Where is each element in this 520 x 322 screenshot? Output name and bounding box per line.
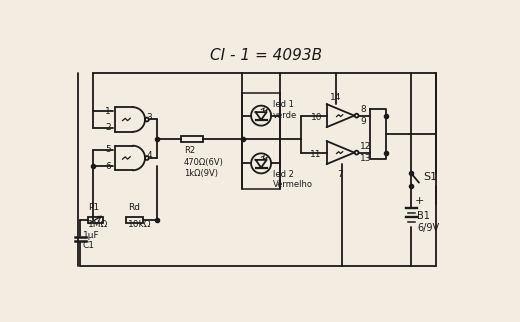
Text: 7: 7 <box>337 170 343 178</box>
Text: 10kΩ: 10kΩ <box>128 220 151 229</box>
Text: led 2
Vermelho: led 2 Vermelho <box>272 170 313 189</box>
Text: 1: 1 <box>105 107 111 116</box>
Text: 11: 11 <box>310 150 321 159</box>
Text: 4: 4 <box>147 151 152 160</box>
Text: 9: 9 <box>360 117 366 126</box>
Bar <box>126 216 142 223</box>
Text: 8: 8 <box>360 105 366 114</box>
Text: S1: S1 <box>423 172 437 182</box>
Text: R2
470Ω(6V)
1kΩ(9V): R2 470Ω(6V) 1kΩ(9V) <box>184 147 224 178</box>
Text: +: + <box>415 196 424 206</box>
Text: Rd: Rd <box>128 204 140 212</box>
Text: 6: 6 <box>105 162 111 171</box>
Text: 14: 14 <box>330 93 342 102</box>
Text: 10: 10 <box>311 113 323 122</box>
Text: P1: P1 <box>88 204 99 212</box>
Text: CI - 1 = 4093B: CI - 1 = 4093B <box>211 48 322 63</box>
Text: B1
6/9V: B1 6/9V <box>418 211 439 233</box>
Text: 13: 13 <box>360 154 372 163</box>
Text: led 1
verde: led 1 verde <box>272 100 297 120</box>
Text: 2: 2 <box>106 123 111 132</box>
Text: 3: 3 <box>147 113 152 122</box>
Text: 12: 12 <box>360 142 372 151</box>
Text: 1MΩ: 1MΩ <box>88 220 108 229</box>
Bar <box>181 136 203 142</box>
Text: 1μF
C1: 1μF C1 <box>83 231 99 250</box>
Bar <box>88 216 103 223</box>
Text: 5: 5 <box>105 145 111 154</box>
